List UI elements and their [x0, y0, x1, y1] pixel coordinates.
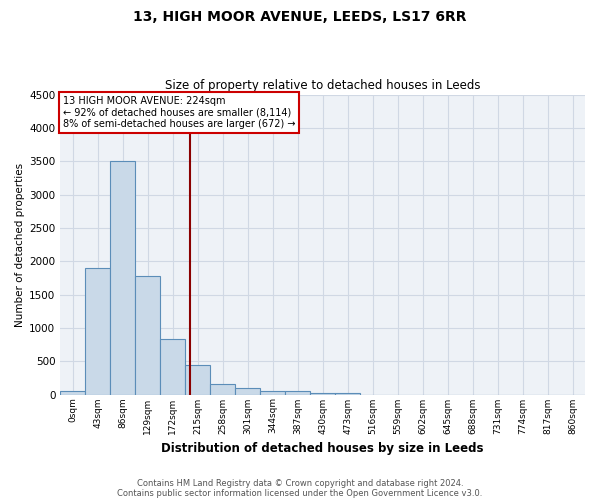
Bar — [210, 384, 235, 394]
Text: Contains HM Land Registry data © Crown copyright and database right 2024.: Contains HM Land Registry data © Crown c… — [137, 478, 463, 488]
Bar — [160, 338, 185, 394]
Bar — [335, 392, 360, 394]
Y-axis label: Number of detached properties: Number of detached properties — [15, 162, 25, 326]
Bar — [135, 276, 160, 394]
Text: 13 HIGH MOOR AVENUE: 224sqm
← 92% of detached houses are smaller (8,114)
8% of s: 13 HIGH MOOR AVENUE: 224sqm ← 92% of det… — [63, 96, 295, 130]
Bar — [110, 161, 135, 394]
Bar — [260, 390, 285, 394]
Text: Contains public sector information licensed under the Open Government Licence v3: Contains public sector information licen… — [118, 488, 482, 498]
Text: 13, HIGH MOOR AVENUE, LEEDS, LS17 6RR: 13, HIGH MOOR AVENUE, LEEDS, LS17 6RR — [133, 10, 467, 24]
Title: Size of property relative to detached houses in Leeds: Size of property relative to detached ho… — [165, 79, 481, 92]
Bar — [60, 391, 85, 394]
X-axis label: Distribution of detached houses by size in Leeds: Distribution of detached houses by size … — [161, 442, 484, 455]
Bar — [185, 364, 210, 394]
Bar — [235, 388, 260, 394]
Bar — [310, 392, 335, 394]
Bar — [285, 391, 310, 394]
Bar — [85, 268, 110, 394]
